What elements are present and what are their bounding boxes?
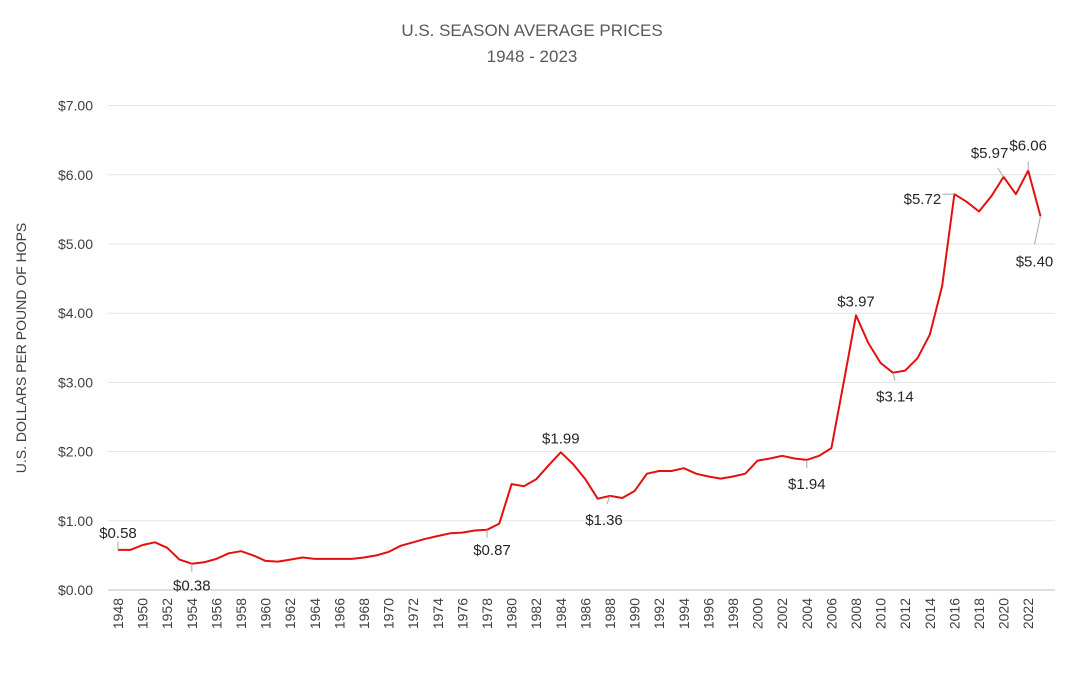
x-tick-label: 2002: [774, 598, 790, 629]
y-tick-label: $5.00: [58, 236, 93, 252]
x-tick-label: 1960: [258, 598, 274, 629]
y-axis-label: U.S. DOLLARS PER POUND OF HOPS: [13, 223, 29, 474]
x-tick-label: 2018: [971, 598, 987, 629]
data-label: $5.40: [1016, 253, 1054, 270]
y-tick-label: $2.00: [58, 444, 93, 460]
x-tick-label: 1964: [307, 598, 323, 629]
y-tick-label: $6.00: [58, 167, 93, 183]
x-tick-label: 1994: [676, 598, 692, 629]
label-leader-line: [1034, 216, 1041, 245]
x-tick-label: 1998: [725, 598, 741, 629]
y-tick-label: $1.00: [58, 513, 93, 529]
data-label: $6.06: [1009, 138, 1047, 155]
y-tick-label: $4.00: [58, 305, 93, 321]
data-label: $0.58: [99, 525, 137, 542]
x-tick-label: 1952: [159, 598, 175, 629]
label-leader-line: [892, 372, 896, 381]
x-tick-label: 1992: [651, 598, 667, 629]
x-tick-label: 1976: [454, 598, 470, 629]
data-label: $5.72: [904, 191, 942, 208]
x-tick-label: 1972: [405, 598, 421, 629]
x-tick-label: 1980: [504, 598, 520, 629]
x-tick-label: 1968: [356, 598, 372, 629]
x-tick-label: 1986: [577, 598, 593, 629]
chart-subtitle: 1948 - 2023: [487, 47, 578, 66]
y-axis-ticks: $0.00 $1.00 $2.00 $3.00 $4.00 $5.00 $6.00 $7.00: [58, 98, 93, 598]
x-tick-label: 1978: [479, 598, 495, 629]
x-tick-label: 1970: [381, 598, 397, 629]
x-tick-label: 1982: [528, 598, 544, 629]
x-tick-label: 2006: [823, 598, 839, 629]
y-tick-label: $7.00: [58, 98, 93, 114]
gridlines: [108, 105, 1055, 522]
data-label: $3.97: [837, 293, 875, 310]
x-tick-label: 2014: [922, 598, 938, 629]
data-label: $0.87: [473, 542, 511, 559]
x-tick-label: 1966: [331, 598, 347, 629]
series-line: [118, 169, 1042, 565]
data-label: $1.99: [542, 430, 580, 447]
x-tick-label: 1948: [110, 598, 126, 629]
x-tick-label: 1958: [233, 598, 249, 629]
data-label: $0.38: [173, 578, 211, 595]
x-tick-label: 1974: [430, 598, 446, 629]
x-tick-label: 1990: [627, 598, 643, 629]
chart-title: U.S. SEASON AVERAGE PRICES: [401, 21, 662, 40]
label-leader-line: [997, 167, 1005, 178]
x-tick-label: 2020: [996, 598, 1012, 629]
x-tick-label: 2022: [1020, 598, 1036, 629]
data-labels: $0.58 $0.38 $0.87 $1.99 $1.36 $1.94 $3.97 $3.14…: [99, 138, 1053, 595]
x-tick-label: 2004: [799, 598, 815, 629]
x-tick-label: 1950: [135, 598, 151, 629]
x-tick-label: 1988: [602, 598, 618, 629]
x-tick-label: 1962: [282, 598, 298, 629]
x-tick-label: 2016: [946, 598, 962, 629]
x-tick-label: 1956: [208, 598, 224, 629]
label-leader-line: [606, 495, 611, 505]
x-tick-label: 2012: [897, 598, 913, 629]
x-tick-label: 1954: [184, 598, 200, 629]
x-tick-label: 1984: [553, 598, 569, 629]
price-series: [118, 169, 1042, 565]
x-tick-label: 1996: [700, 598, 716, 629]
x-axis-ticks: 1948 1950 1952 1954 1956 1958 1960 1962 1964 1966…: [110, 598, 1036, 629]
data-label: $5.97: [971, 145, 1009, 162]
data-label: $1.36: [585, 512, 623, 529]
x-tick-label: 2000: [750, 598, 766, 629]
x-tick-label: 2010: [873, 598, 889, 629]
y-tick-label: $3.00: [58, 374, 93, 390]
data-label: $3.14: [876, 389, 914, 406]
data-label: $1.94: [788, 476, 826, 493]
x-tick-label: 2008: [848, 598, 864, 629]
y-tick-label: $0.00: [58, 582, 93, 598]
